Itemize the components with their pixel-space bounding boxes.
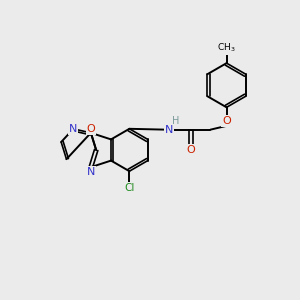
Text: N: N	[165, 125, 173, 135]
Text: O: O	[187, 145, 196, 155]
Text: N: N	[87, 167, 95, 177]
Text: O: O	[86, 124, 95, 134]
Text: H: H	[172, 116, 179, 126]
Text: Cl: Cl	[124, 183, 135, 193]
Text: O: O	[222, 116, 231, 126]
Text: CH$_3$: CH$_3$	[217, 42, 236, 54]
Text: N: N	[69, 124, 78, 134]
